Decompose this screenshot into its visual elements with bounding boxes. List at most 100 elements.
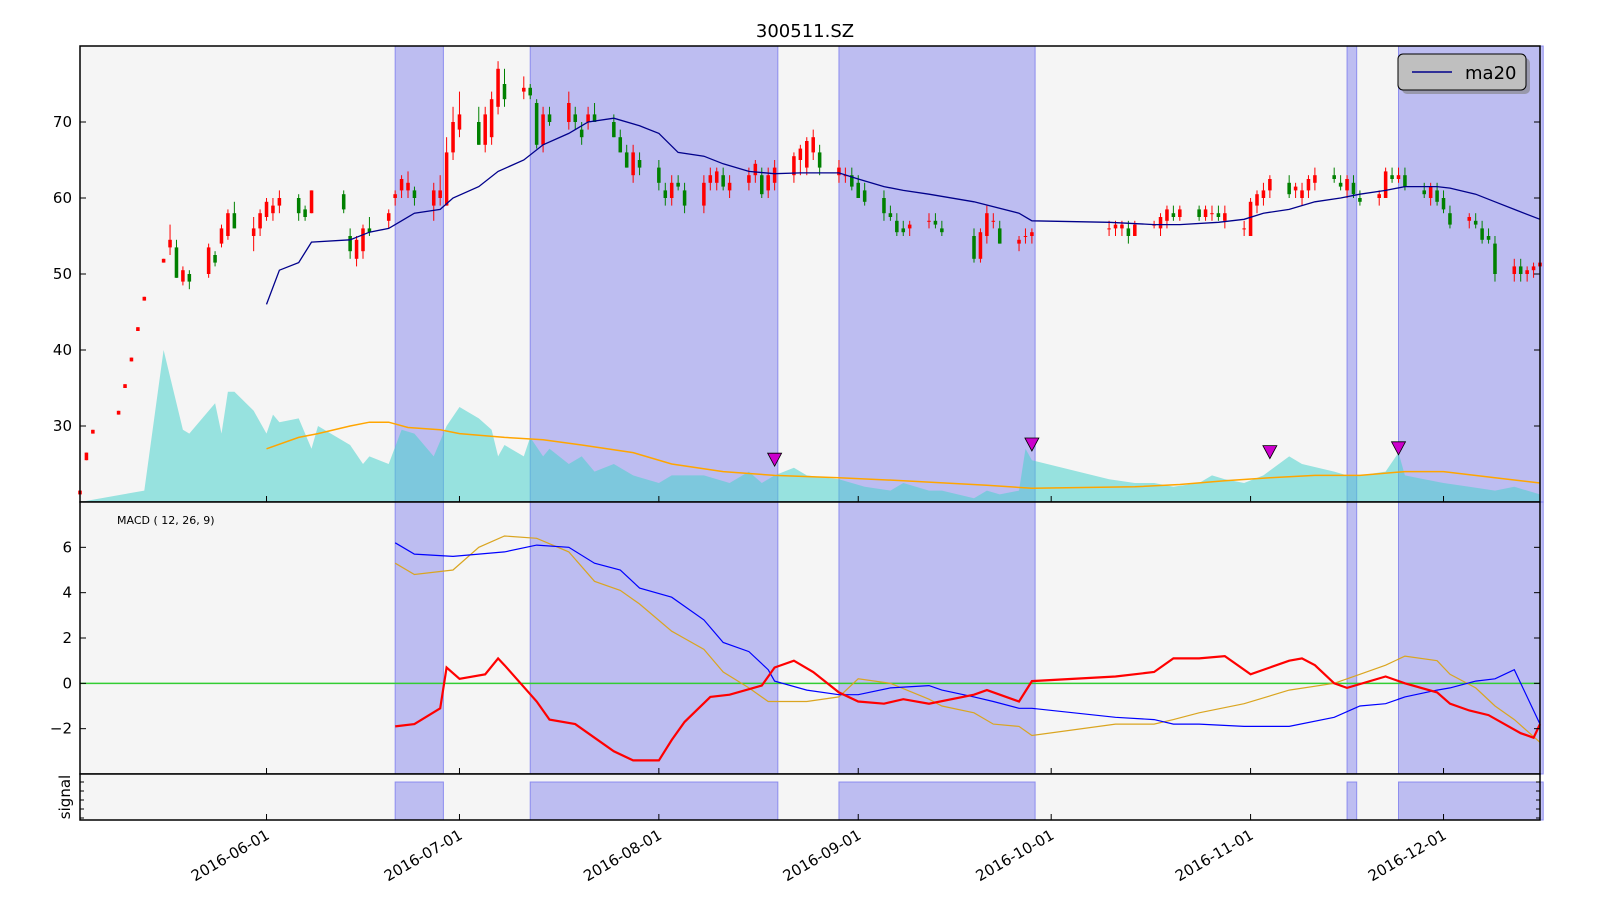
candle-133 [1383, 167, 1388, 198]
candle-25 [309, 190, 314, 214]
candle-body [258, 213, 262, 229]
candle-body [1120, 224, 1124, 229]
candle-body [1493, 243, 1497, 274]
candle-body [1133, 224, 1137, 236]
candle-body [502, 84, 507, 100]
price-panel: 30 40 50 60 70 ma20 [53, 45, 1544, 503]
candle-body [1255, 194, 1259, 206]
candle-41 [476, 106, 481, 145]
candle-37 [438, 175, 442, 206]
price-panel-background [80, 46, 1540, 502]
signal-marker-3 [1390, 441, 1407, 456]
candle-70 [727, 175, 732, 198]
candle-body [669, 182, 674, 198]
macd-ytick-label-4: 4 [62, 584, 72, 602]
ma20-line [265, 117, 1541, 305]
shaded-period-0 [394, 781, 444, 821]
candle-body [1345, 179, 1349, 191]
legend-box [1397, 53, 1527, 91]
candle-body [1403, 175, 1407, 187]
candle-body [1531, 266, 1536, 271]
candle-body [1210, 213, 1214, 215]
candle-119 [1255, 190, 1259, 214]
candle-body [1223, 213, 1227, 221]
candle-body [637, 160, 642, 168]
candle-111 [1178, 205, 1182, 221]
candle-body [721, 175, 725, 187]
shaded-period-4 [1398, 501, 1544, 775]
candle-31 [386, 209, 391, 229]
candle-body [431, 190, 436, 206]
candle-120 [1261, 182, 1266, 206]
candle-body [444, 152, 449, 206]
candle-body [933, 220, 938, 225]
candle-32 [393, 190, 397, 206]
shaded-period-2 [838, 45, 1036, 503]
candle-body [1313, 175, 1317, 183]
candle-body [862, 190, 867, 202]
candle-150 [1531, 262, 1536, 278]
candle-body [393, 194, 397, 198]
candle-110 [1171, 205, 1176, 221]
candle-body [386, 213, 391, 221]
candle-59 [631, 144, 635, 183]
candle-69 [721, 167, 725, 191]
candle-95 [978, 228, 983, 263]
signal-marker-0 [766, 452, 783, 468]
signal-panel-background [80, 774, 1540, 820]
candle-body [702, 182, 706, 206]
candle-96 [985, 205, 989, 244]
candle-body [251, 228, 256, 236]
candle-6 [136, 327, 140, 331]
volume-ma-line [266, 421, 1541, 490]
candle-body [1242, 228, 1246, 230]
candle-145 [1486, 228, 1491, 244]
candle-90 [907, 220, 912, 236]
candle-body [978, 232, 983, 259]
candle-121 [1268, 175, 1272, 198]
shaded-period-3 [1346, 501, 1358, 775]
x-tick-label-2016-11-01: 2016-11-01 [1172, 826, 1257, 885]
candle-112 [1197, 205, 1201, 221]
x-tick-label-2016-12-01: 2016-12-01 [1365, 826, 1450, 885]
candle-body [142, 296, 147, 301]
candle-116 [1223, 205, 1227, 229]
candle-body [1486, 236, 1491, 240]
candle-body [1287, 182, 1291, 195]
candle-21 [271, 198, 275, 221]
candle-body [573, 114, 578, 122]
candle-body [837, 167, 841, 176]
candle-body [759, 175, 764, 195]
candle-102 [1107, 220, 1111, 236]
candle-body [567, 103, 571, 122]
candle-body [168, 239, 172, 248]
signal-panel: signal [56, 773, 1544, 821]
candle-body [181, 270, 185, 282]
candle-body [624, 152, 629, 168]
candle-body [187, 274, 192, 282]
candle-body [1338, 182, 1343, 187]
shaded-period-3 [1346, 781, 1358, 821]
candle-body [1306, 179, 1311, 191]
candle-48 [534, 99, 539, 149]
candle-body [1165, 209, 1169, 221]
candle-9 [168, 224, 172, 255]
volume-area [80, 350, 1540, 502]
signal-markers [766, 437, 1407, 468]
price-ytick-label-50: 50 [53, 265, 72, 283]
candle-body [805, 141, 809, 168]
candle-12 [187, 270, 192, 290]
candle-body [534, 103, 539, 145]
candle-3 [116, 410, 121, 415]
candle-body [657, 167, 661, 183]
candle-80 [817, 144, 822, 176]
candle-body [116, 410, 121, 415]
price-ytick-label-60: 60 [53, 189, 72, 207]
candle-body [354, 239, 359, 259]
candle-body [496, 68, 500, 107]
candle-body [213, 255, 217, 263]
candle-27 [348, 228, 352, 259]
candle-body [579, 129, 584, 138]
candle-42 [483, 106, 487, 153]
candle-40 [457, 91, 462, 138]
